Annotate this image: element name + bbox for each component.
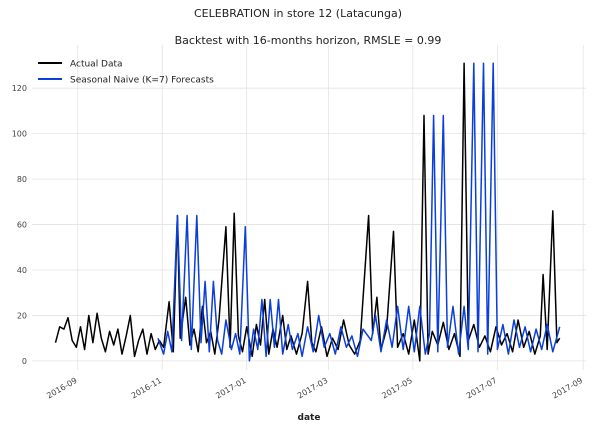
x-tick-label: 2017-03 <box>296 376 329 401</box>
y-tick-label: 100 <box>12 130 27 139</box>
x-tick-label: 2016-11 <box>130 376 163 401</box>
y-tick-label: 80 <box>17 175 27 184</box>
x-tick-label: 2017-07 <box>465 376 498 401</box>
legend-label: Seasonal Naive (K=7) Forecasts <box>70 76 214 86</box>
y-tick-label: 20 <box>17 311 27 320</box>
y-tick-label: 120 <box>12 84 27 93</box>
y-tick-label: 0 <box>22 357 27 366</box>
x-tick-label: 2017-01 <box>214 376 247 401</box>
x-axis-label: date <box>298 413 321 423</box>
chart-title: CELEBRATION in store 12 (Latacunga) <box>194 7 402 20</box>
x-tick-label: 2016-09 <box>45 376 78 401</box>
series-line <box>157 62 561 362</box>
y-tick-label: 40 <box>17 266 27 275</box>
legend-label: Actual Data <box>70 60 123 70</box>
y-tick-label: 60 <box>17 221 27 230</box>
chart-subtitle: Backtest with 16-months horizon, RMSLE =… <box>175 34 442 47</box>
x-tick-label: 2017-09 <box>551 376 584 401</box>
x-tick-label: 2017-05 <box>380 376 413 401</box>
